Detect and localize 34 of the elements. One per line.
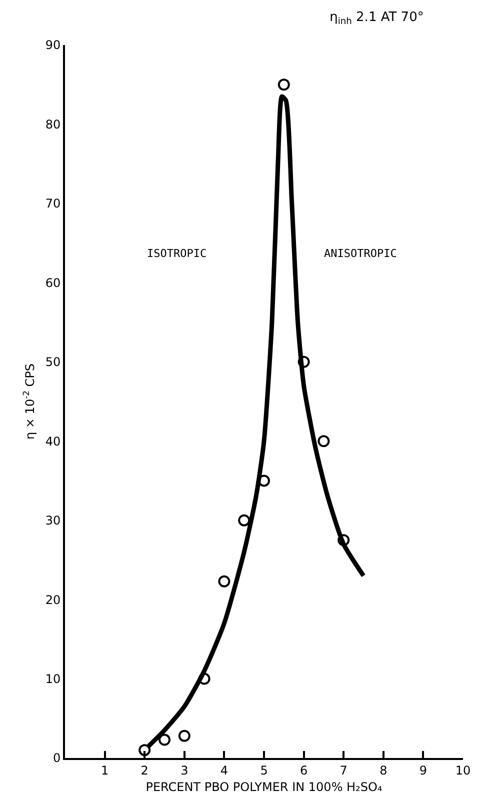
point (158, 734, 170, 746)
point (138, 744, 151, 756)
point (318, 435, 330, 448)
y-tick-label: 70 (45, 196, 61, 211)
y-tick-label: 60 (45, 276, 61, 290)
point (338, 534, 350, 546)
x-tick-label: 5 (260, 763, 268, 778)
y-tick-label: 20 (45, 592, 61, 607)
y-tick-label: 80 (45, 117, 61, 132)
point (278, 78, 290, 91)
x-tick-label: 9 (419, 763, 428, 778)
x-tick-label: 10 (455, 763, 471, 778)
point (298, 356, 310, 368)
point (218, 575, 230, 588)
x-tick-label: 1 (100, 763, 109, 778)
x-tick-label: 4 (220, 763, 228, 778)
x-tick-label: 6 (300, 763, 308, 778)
point (178, 730, 190, 742)
y-tick-label: 50 (45, 355, 61, 370)
x-axis-title: PERCENT PBO POLYMER IN 100% H₂SO₄ (146, 780, 382, 794)
point (238, 514, 250, 526)
y-tick-label: 30 (45, 514, 61, 528)
y-tick-label: 0 (52, 751, 61, 766)
chart-title: η$_{inh}$ 2.1 AT 70° (330, 10, 424, 27)
x-tick-label: 7 (340, 763, 348, 778)
y-tick-label: 90 (45, 38, 61, 52)
y-tick-label: 10 (45, 672, 61, 686)
x-tick-label: 3 (180, 763, 188, 778)
annotation: ANISOTROPIC (324, 247, 397, 260)
x-tick-label: 8 (380, 763, 388, 778)
annotation: ISOTROPIC (147, 247, 207, 260)
x-tick-label: 2 (140, 763, 148, 778)
point (198, 672, 210, 685)
y-tick-label: 40 (45, 434, 61, 448)
